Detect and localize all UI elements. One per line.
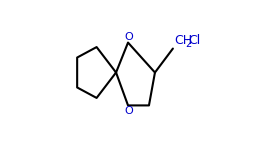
Text: O: O [124, 106, 133, 116]
Text: 2: 2 [185, 39, 191, 49]
Text: CH: CH [175, 34, 192, 47]
Text: O: O [124, 32, 133, 42]
Text: Cl: Cl [189, 34, 201, 47]
